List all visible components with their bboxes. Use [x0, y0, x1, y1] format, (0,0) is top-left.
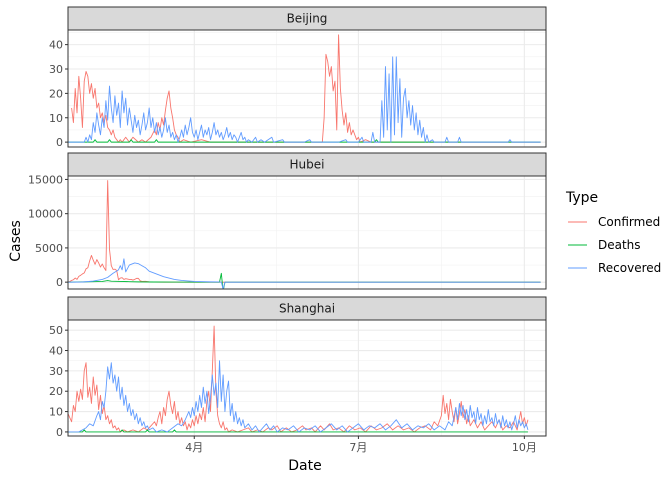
y-axis-shanghai: 0 10 20 30 40 50 [49, 324, 68, 439]
series-line-recovered [68, 360, 529, 433]
y-tick-label: 0 [56, 426, 63, 439]
y-tick-label: 15000 [28, 173, 63, 186]
legend-label-deaths: Deaths [598, 238, 641, 252]
y-axis-hubei: 0 5000 10000 15000 [28, 173, 68, 289]
x-tick-label: 10月 [512, 441, 537, 454]
panel-border-hubei [67, 175, 547, 290]
minor-gridlines-hubei [68, 176, 546, 289]
facet-panels: Beijing 0 10 20 30 40 Hubei 0 5000 10000 15000 Shan… [28, 6, 547, 439]
x-axis-title: Date [288, 458, 321, 474]
minor-gridlines-beijing [68, 30, 546, 147]
series-line-recovered [68, 258, 541, 289]
legend-label-confirmed: Confirmed [598, 215, 660, 229]
panel-border-beijing [67, 29, 547, 148]
legend-item-deaths: Deaths [568, 238, 641, 252]
y-tick-label: 0 [56, 136, 63, 149]
y-tick-label: 20 [49, 87, 63, 100]
x-axis: 4月 7月 10月 [185, 436, 537, 454]
legend-item-recovered: Recovered [568, 261, 661, 275]
y-tick-label: 10 [49, 112, 63, 125]
y-tick-label: 40 [49, 39, 63, 52]
series-hubei [68, 180, 541, 289]
y-tick-label: 0 [56, 276, 63, 289]
legend-label-recovered: Recovered [598, 261, 661, 275]
y-tick-label: 40 [49, 345, 63, 358]
legend-item-confirmed: Confirmed [568, 215, 660, 229]
series-line-deaths [68, 429, 528, 433]
series-line-recovered [68, 56, 541, 143]
x-tick-label: 7月 [349, 441, 367, 454]
series-line-confirmed [71, 34, 541, 143]
y-tick-label: 5000 [35, 242, 63, 255]
legend-title: Type [565, 190, 598, 206]
strip-label-beijing: Beijing [287, 12, 328, 26]
y-tick-label: 30 [49, 63, 63, 76]
y-tick-label: 10 [49, 406, 63, 419]
panel-hubei: Hubei 0 5000 10000 15000 [28, 152, 547, 290]
y-tick-label: 50 [49, 324, 63, 337]
panel-shanghai: Shanghai 0 10 20 30 40 50 [49, 296, 547, 439]
strip-label-shanghai: Shanghai [279, 302, 335, 316]
series-line-deaths [68, 139, 541, 143]
y-tick-label: 20 [49, 385, 63, 398]
panel-border-shanghai [67, 319, 547, 437]
y-tick-label: 30 [49, 365, 63, 378]
series-line-confirmed [68, 180, 541, 283]
panel-beijing: Beijing 0 10 20 30 40 [49, 6, 547, 149]
strip-label-hubei: Hubei [290, 158, 325, 172]
series-shanghai [68, 325, 529, 433]
series-beijing [68, 34, 541, 143]
y-axis-title: Cases [8, 220, 24, 262]
x-tick-label: 4月 [185, 441, 203, 454]
y-tick-label: 10000 [28, 208, 63, 221]
y-axis-beijing: 0 10 20 30 40 [49, 39, 68, 149]
legend: Type Confirmed Deaths Recovered [565, 190, 661, 275]
